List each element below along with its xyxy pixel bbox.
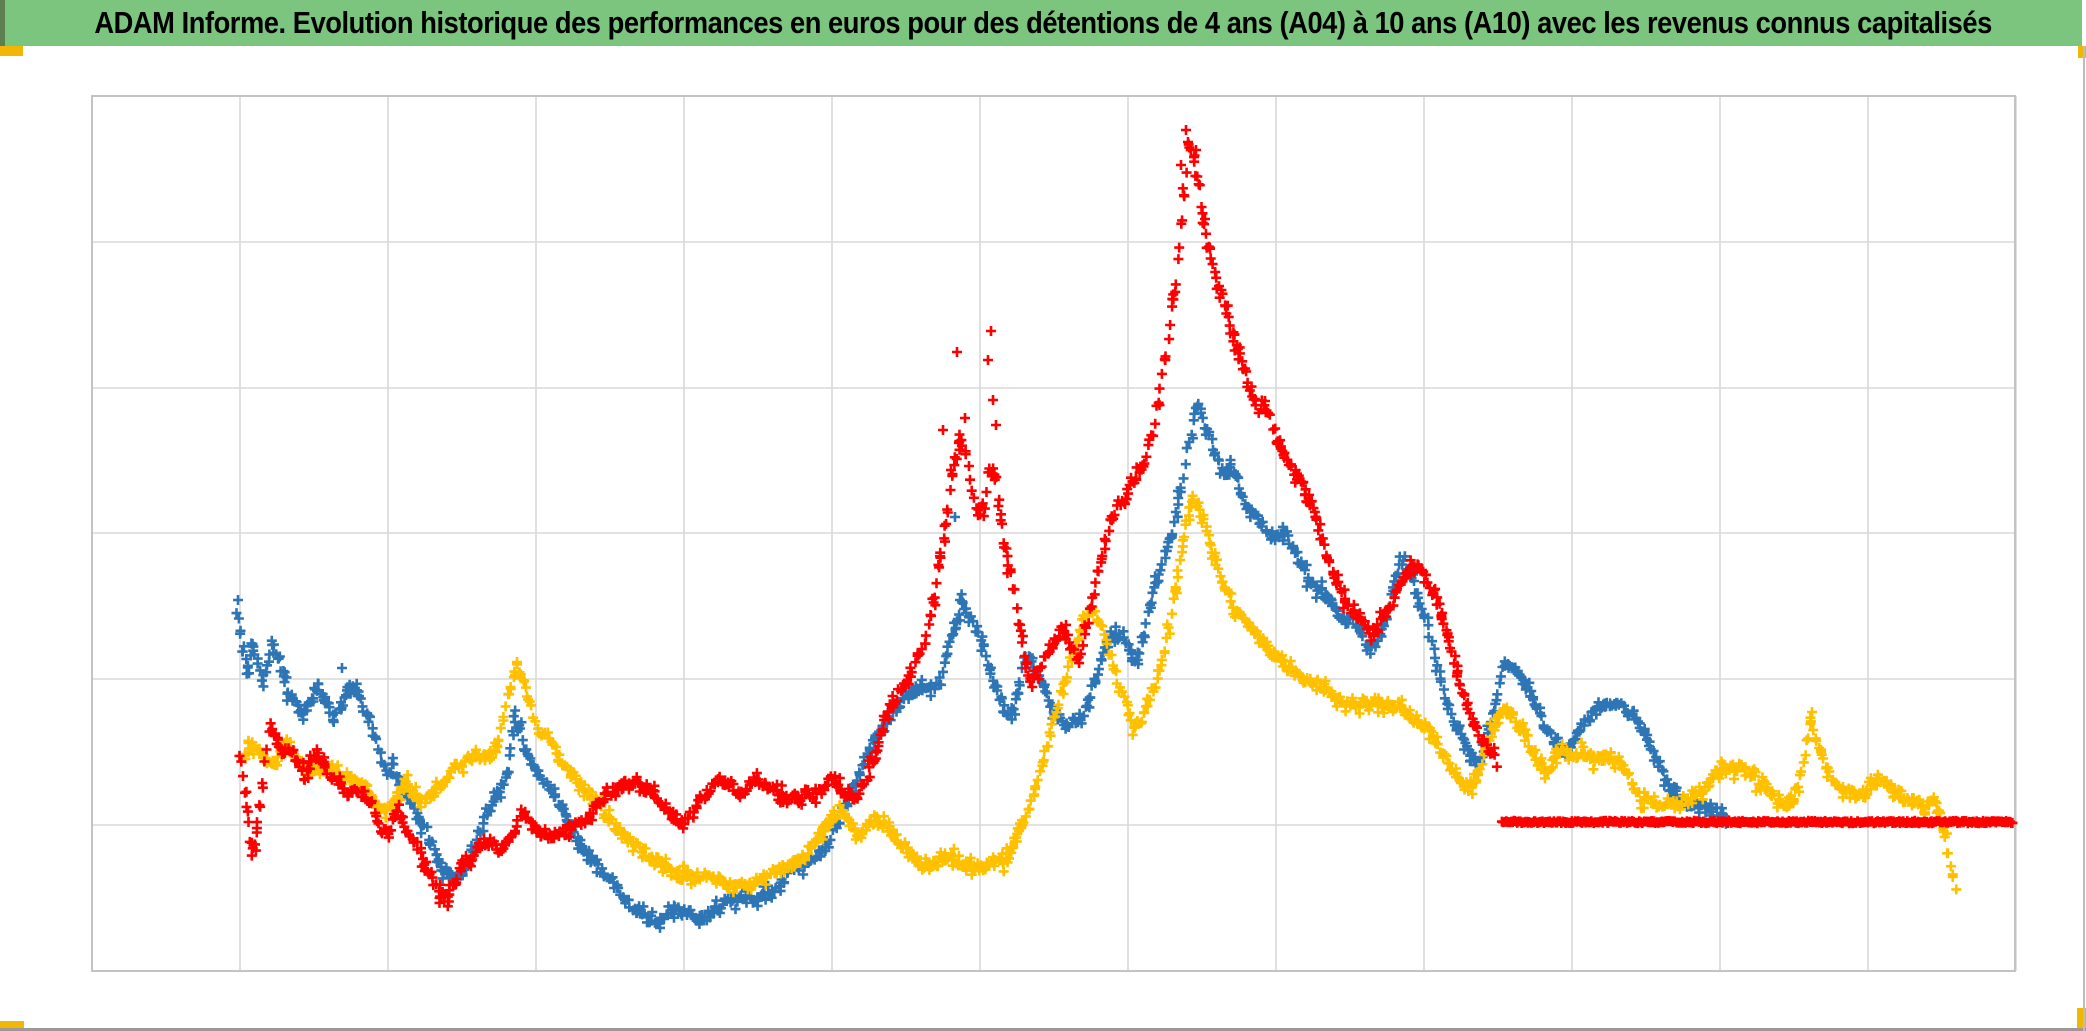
right-border-rule xyxy=(2083,46,2085,1031)
title-left-edge-decoration xyxy=(0,0,5,46)
series-gold-series xyxy=(240,490,1962,898)
bottom-border-rule xyxy=(0,1028,2086,1031)
corner-accent-bottom-right xyxy=(2077,1008,2086,1031)
series-red-series xyxy=(234,125,2018,912)
corner-accent-bottom-left xyxy=(0,1021,24,1031)
chart-title: ADAM Informe. Evolution historique des p… xyxy=(94,5,1993,40)
chart-object[interactable] xyxy=(0,46,2083,1028)
title-banner-cell[interactable]: ADAM Informe. Evolution historique des p… xyxy=(5,0,2082,46)
scatter-chart-canvas[interactable] xyxy=(0,46,2083,1028)
corner-accent-top-right xyxy=(2078,46,2086,58)
corner-accent-top-left xyxy=(0,46,23,56)
gridlines xyxy=(91,95,2017,972)
scatter-series xyxy=(231,125,2018,933)
